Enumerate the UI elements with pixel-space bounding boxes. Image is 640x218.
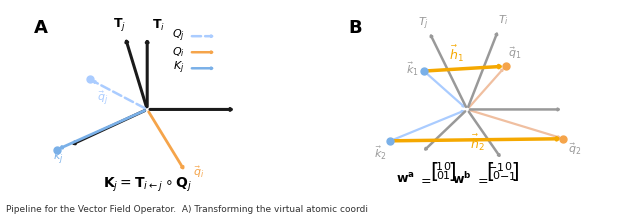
Text: $\mathbf{K}_j = \mathbf{T}_{i\leftarrow j} \circ \mathbf{Q}_j$: $\mathbf{K}_j = \mathbf{T}_{i\leftarrow … [102,176,192,194]
Text: [: [ [428,162,440,182]
Text: 0: 0 [504,162,511,172]
Text: $\vec{q}_2$: $\vec{q}_2$ [568,141,582,157]
Text: $\vec{q}_i$: $\vec{q}_i$ [193,165,204,181]
Text: $\mathbf{T}_i$: $\mathbf{T}_i$ [152,18,165,33]
Text: $\vec{q}_1$: $\vec{q}_1$ [508,45,522,61]
Text: $Q_i$: $Q_i$ [172,45,185,59]
Text: $\vec{k}_j$: $\vec{k}_j$ [53,147,64,167]
Text: A: A [34,19,48,37]
Text: $-1$: $-1$ [499,170,516,182]
Text: $T_i$: $T_i$ [498,14,509,27]
Text: 1: 1 [436,162,443,172]
Text: ]: ] [447,162,460,182]
Text: $\mathbf{T}_j$: $\mathbf{T}_j$ [113,16,126,33]
Text: $\mathbf{w}^\mathbf{a}$: $\mathbf{w}^\mathbf{a}$ [396,172,415,186]
Text: $\vec{h}_2$: $\vec{h}_2$ [470,133,484,153]
Text: [: [ [483,162,496,182]
Text: 0: 0 [436,171,443,181]
Text: $K_j$: $K_j$ [173,60,185,77]
Text: $\vec{k}_1$: $\vec{k}_1$ [406,60,419,78]
Text: 0: 0 [443,162,450,172]
Text: $Q_j$: $Q_j$ [172,28,185,44]
Text: $=$: $=$ [475,173,488,186]
Text: Pipeline for the Vector Field Operator.  A) Transforming the virtual atomic coor: Pipeline for the Vector Field Operator. … [6,205,369,214]
Text: 0: 0 [492,171,499,181]
Text: $\vec{q}_j$: $\vec{q}_j$ [97,90,108,108]
Text: ]: ] [509,162,522,182]
Text: $\mathbf{w}^\mathbf{b}$: $\mathbf{w}^\mathbf{b}$ [452,171,472,187]
Text: $T_j$: $T_j$ [418,15,429,32]
Text: $-1$: $-1$ [487,161,504,173]
Text: B: B [349,19,362,37]
Text: $\vec{k}_2$: $\vec{k}_2$ [374,144,387,162]
Text: $\vec{h}_1$: $\vec{h}_1$ [449,43,464,64]
Text: $=$: $=$ [419,173,432,186]
Text: 1: 1 [443,171,450,181]
